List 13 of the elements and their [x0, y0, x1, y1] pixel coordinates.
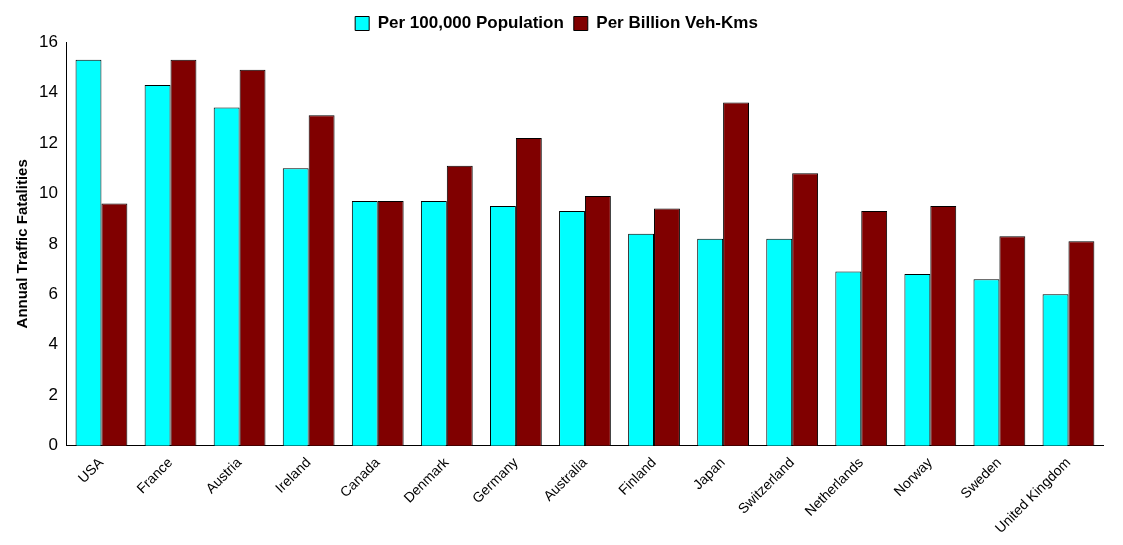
y-axis-title: Annual Traffic Fatalities: [13, 159, 31, 329]
legend-label: Per 100,000 Population: [377, 13, 564, 33]
x-tick-label: USA: [74, 453, 107, 486]
y-tick-label: 0: [48, 435, 58, 455]
legend-label: Per Billion Veh-Kms: [596, 13, 758, 33]
y-tick-label: 16: [38, 31, 58, 51]
y-tick-label: 2: [48, 384, 58, 404]
y-tick-label: 4: [48, 334, 58, 354]
y-tick-label: 10: [38, 183, 58, 203]
y-tick-label: 12: [38, 132, 58, 152]
y-tick-label: 14: [38, 82, 58, 102]
y-tick-label: 8: [48, 233, 58, 253]
y-tick-label: 6: [48, 283, 58, 303]
